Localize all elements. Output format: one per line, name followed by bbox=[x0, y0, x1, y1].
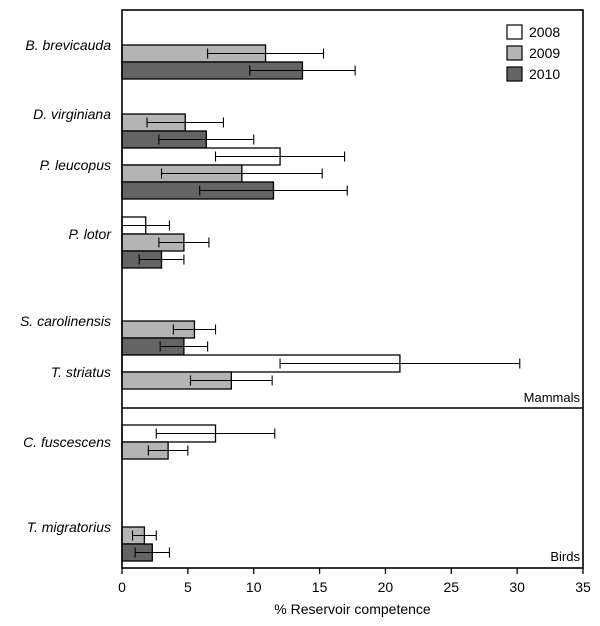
error-bar-p-leucopus-2010 bbox=[199, 185, 348, 196]
category-label-t-striatus: T. striatus bbox=[51, 364, 111, 380]
error-bar-p-leucopus-2008 bbox=[214, 151, 346, 162]
category-label-p-lotor: P. lotor bbox=[68, 226, 112, 242]
category-label-s-carolinensis: S. carolinensis bbox=[20, 313, 111, 329]
error-bar-t-striatus-2009 bbox=[189, 375, 273, 386]
x-tick-label-10: 10 bbox=[246, 579, 262, 595]
x-axis: 0 5 10 15 20 25 30 35 bbox=[118, 568, 591, 595]
legend-label-2010: 2010 bbox=[529, 66, 560, 82]
x-tick-label-20: 20 bbox=[378, 579, 394, 595]
legend-swatch-2008 bbox=[506, 24, 523, 40]
x-tick-label-15: 15 bbox=[312, 579, 328, 595]
error-bar-p-lotor-2009 bbox=[158, 237, 210, 248]
plot-frame bbox=[121, 9, 584, 569]
error-bar-p-leucopus-2009 bbox=[160, 168, 323, 179]
category-label-b-brevicauda: B. brevicauda bbox=[25, 37, 111, 53]
legend-swatch-2009 bbox=[506, 45, 523, 61]
error-bar-c-fuscescens-2009 bbox=[147, 445, 189, 456]
x-tick-label-30: 30 bbox=[509, 579, 525, 595]
x-tick-label-0: 0 bbox=[118, 579, 126, 595]
error-bar-b-brevicauda-2009 bbox=[207, 48, 325, 59]
error-bar-t-striatus-2008 bbox=[279, 358, 521, 369]
x-tick-label-25: 25 bbox=[443, 579, 459, 595]
error-bar-s-carolinensis-2010 bbox=[159, 341, 209, 352]
error-bar-t-migratorius-2010 bbox=[134, 547, 170, 558]
category-label-d-virginiana: D. virginiana bbox=[33, 106, 111, 122]
panel-label-mammals: Mammals bbox=[524, 390, 581, 405]
error-bar-d-virginiana-2009 bbox=[146, 117, 224, 128]
legend: 2008 2009 2010 bbox=[506, 24, 560, 82]
error-bar-d-virginiana-2010 bbox=[158, 134, 255, 145]
legend-swatch-2010 bbox=[506, 66, 523, 82]
category-label-c-fuscescens: C. fuscescens bbox=[23, 434, 111, 450]
error-bar-c-fuscescens-2008 bbox=[155, 428, 276, 439]
chart-marks bbox=[121, 44, 521, 562]
legend-label-2008: 2008 bbox=[529, 24, 560, 40]
category-labels: B. brevicauda D. virginiana P. leucopus P. … bbox=[20, 37, 112, 535]
legend-label-2009: 2009 bbox=[529, 45, 560, 61]
category-label-t-migratorius: T. migratorius bbox=[27, 519, 111, 535]
error-bar-t-migratorius-2009 bbox=[131, 530, 157, 541]
error-bar-s-carolinensis-2009 bbox=[172, 324, 217, 335]
error-bar-b-brevicauda-2010 bbox=[249, 65, 356, 76]
panel-label-birds: Birds bbox=[550, 549, 580, 564]
x-tick-label-5: 5 bbox=[184, 579, 192, 595]
x-axis-title: % Reservoir competence bbox=[274, 601, 431, 617]
category-label-p-leucopus: P. leucopus bbox=[40, 157, 111, 173]
x-tick-label-35: 35 bbox=[575, 579, 591, 595]
error-bar-p-lotor-2010 bbox=[138, 254, 185, 265]
